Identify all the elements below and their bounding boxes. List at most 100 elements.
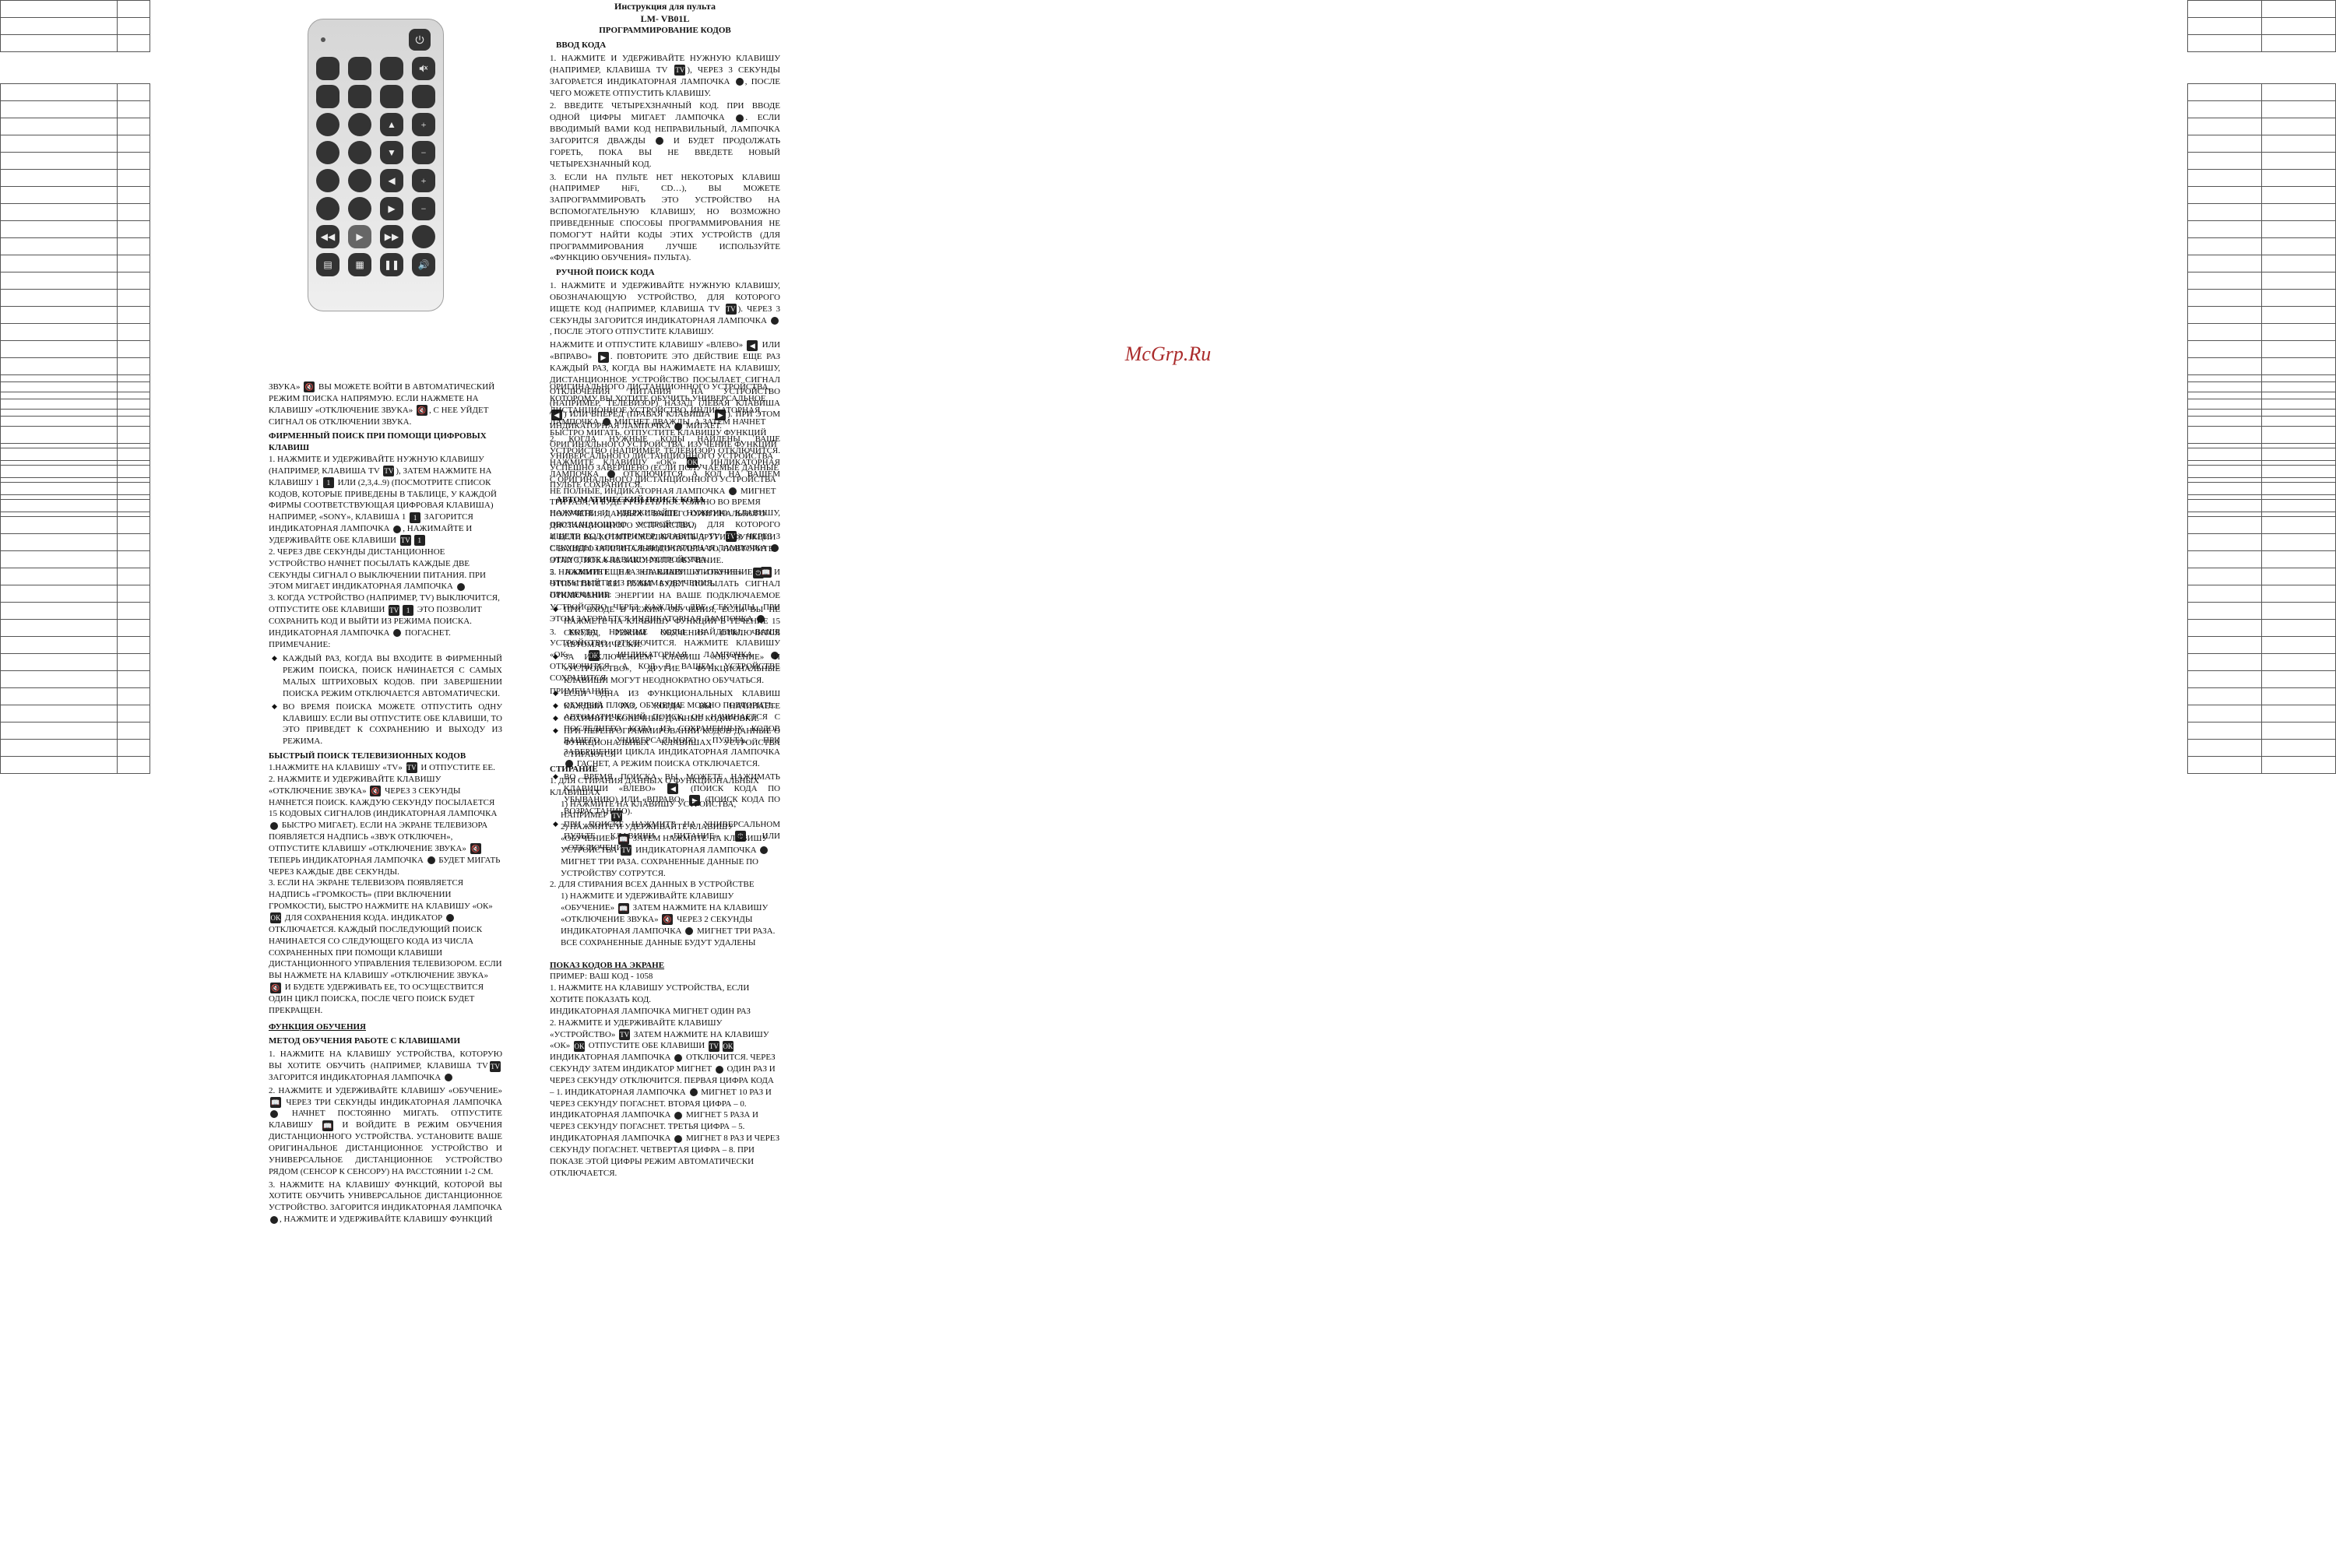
led-dot-icon [656, 137, 663, 145]
learn-title: ФУНКЦИЯ ОБУЧЕНИЯ [269, 1021, 502, 1033]
bullet-list: ПРИ ВХОДЕ В РЕЖИМ ОБУЧЕНИЯ, ЕСЛИ ВЫ НЕ Н… [550, 604, 780, 761]
li: 2. НАЖМИТЕ И УДЕРЖИВАЙТЕ КЛАВИШУ «ОБУЧЕН… [269, 1085, 502, 1178]
learn-sub: МЕТОД ОБУЧЕНИЯ РАБОТЕ С КЛАВИШАМИ [269, 1035, 502, 1047]
learn-icon: 📖 [322, 1120, 333, 1131]
p: 2. НАЖМИТЕ И УДЕРЖИВАЙТЕ КЛАВИШУ «УСТРОЙ… [550, 1018, 780, 1180]
led-dot-icon [457, 583, 465, 591]
plus-icon: + [412, 113, 435, 136]
remote-btn [412, 85, 435, 108]
remote-round-btn [316, 141, 339, 164]
p: 3. КОГДА УСТРОЙСТВО (НАПРИМЕР, TV) ВЫКЛЮ… [269, 592, 502, 638]
p: ИНДИКАТОРНАЯ ЛАМПОЧКА МИГНЕТ ОДИН РАЗ [550, 1006, 780, 1018]
doc-programming: ПРОГРАММИРОВАНИЕ КОДОВ [550, 25, 780, 37]
remote-round-btn [348, 141, 371, 164]
ok-icon: OK [723, 1041, 734, 1052]
remote-round-btn [348, 113, 371, 136]
document-bottom-left: ЗВУКА» 🔇 ВЫ МОЖЕТЕ ВОЙТИ В АВТОМАТИЧЕСКИ… [269, 381, 502, 1227]
bullet: ПРИ ВХОДЕ В РЕЖИМ ОБУЧЕНИЯ, ЕСЛИ ВЫ НЕ Н… [550, 604, 780, 650]
digit-1-icon: 1 [403, 605, 413, 616]
remote-btn [348, 57, 371, 80]
side-table-bl-2 [0, 448, 150, 774]
page: ▲ + ▼ − ◀ + ▶ [0, 0, 2336, 381]
learn-icon: 📖 [618, 834, 629, 845]
plus-icon: + [412, 169, 435, 192]
p: 1.НАЖМИТЕ НА КЛАВИШУ «TV» TV И ОТПУСТИТЕ… [269, 762, 502, 774]
p: ПРИМЕР: ВАШ КОД - 1058 [550, 971, 780, 983]
digit-1-icon: 1 [410, 512, 420, 523]
bullet: СОХРАНИТЕ КОНЕЧНЫЕ ДАННЫЕ КОДИРОВКИ. [550, 713, 780, 725]
led-dot-icon [603, 418, 610, 426]
bullet: КАЖДЫЙ РАЗ, КОГДА ВЫ ВХОДИТЕ В ФИРМЕННЫЙ… [269, 653, 502, 699]
minus-icon: − [412, 141, 435, 164]
top-section: ▲ + ▼ − ◀ + ▶ [0, 0, 2336, 381]
learn-icon: 📖 [270, 1097, 281, 1108]
digit-1-icon: 1 [323, 477, 334, 488]
bullet: ЗА ИСКЛЮЧЕНИЕМ КЛАВИШ «ОБУЧЕНИЕ» И «УСТР… [550, 652, 780, 687]
p: 1. НАЖМИТЕ НА КЛАВИШУ УСТРОЙСТВА, ЕСЛИ Х… [550, 983, 780, 1006]
power-button-icon [409, 29, 431, 51]
p: 1. ДЛЯ СТИРАНИЯ ДАННЫХ О ФУНКЦИОНАЛЬНЫХ … [550, 775, 780, 799]
mute-icon: 🔇 [304, 381, 315, 392]
p: 5. НАЖМИТЕ ЕЩЕ РАЗ НА КЛАВИШУ «ОБУЧЕНИЕ»… [550, 567, 780, 590]
keyboard-icon: ▤ [316, 253, 339, 276]
led-dot-icon [270, 822, 278, 830]
led-dot-icon [736, 114, 744, 122]
side-table-br-2 [2187, 448, 2336, 774]
fast-search-title: БЫСТРЫЙ ПОИСК ТЕЛЕВИЗИОННЫХ КОДОВ [269, 751, 502, 762]
mute-icon: 🔇 [270, 983, 281, 993]
led-dot-icon [685, 927, 693, 935]
led-dot-icon [771, 317, 779, 325]
side-tables-bottom-right [2187, 381, 2336, 805]
show-codes-title: ПОКАЗ КОДОВ НА ЭКРАНЕ [550, 960, 780, 972]
remote-btn [380, 85, 403, 108]
note-label: ПРИМЕЧАНИЕ: [550, 589, 780, 601]
left-icon: ◀ [380, 169, 403, 192]
note-label: ПРИМЕЧАНИЕ: [269, 639, 502, 651]
led-dot-icon [674, 1054, 682, 1062]
mute-icon: 🔇 [417, 405, 427, 416]
led-dot-icon [716, 1066, 723, 1074]
play-icon: ▶ [348, 225, 371, 248]
side-tables-bottom-left [0, 381, 150, 805]
up-icon: ▲ [380, 113, 403, 136]
tv-icon: TV [383, 466, 394, 476]
led-dot-icon [736, 78, 744, 86]
p: 1. НАЖМИТЕ И УДЕРЖИВАЙТЕ НУЖНУЮ КЛАВИШУ,… [550, 280, 780, 338]
minus-icon: − [412, 197, 435, 220]
doc-model: LM- VB01L [550, 12, 780, 25]
led-dot-icon [427, 856, 435, 864]
bullet-list: КАЖДЫЙ РАЗ, КОГДА ВЫ ВХОДИТЕ В ФИРМЕННЫЙ… [269, 653, 502, 747]
rewind-icon: ◀◀ [316, 225, 339, 248]
tv-icon: TV [490, 1061, 501, 1072]
led-dot-icon [393, 629, 401, 637]
p: 2) НАЖМИТЕ И УДЕРЖИВАЙТЕ КЛАВИШУ «ОБУЧЕН… [550, 821, 780, 879]
p: 2. ДЛЯ СТИРАНИЯ ВСЕХ ДАННЫХ В УСТРОЙСТВЕ [550, 879, 780, 891]
led-dot-icon [674, 1135, 682, 1143]
remote-round-btn [316, 113, 339, 136]
learn-icon: 📖 [761, 567, 772, 578]
ok-icon: OK [574, 1041, 585, 1052]
bullet: ПРИ ПЕРЕПРОГРАММИРОВАНИИ КОДОВ ДАННЫЕ О … [550, 726, 780, 761]
digit-1-icon: 1 [414, 535, 425, 546]
remote-btn [316, 57, 339, 80]
p: 1. НАЖМИТЕ И УДЕРЖИВАЙТЕ НУЖНУЮ КЛАВИШУ … [550, 53, 780, 99]
tv-icon: TV [611, 810, 622, 821]
remote-btn [316, 85, 339, 108]
remote-round-btn [316, 197, 339, 220]
remote-round-btn [348, 197, 371, 220]
ffwd-icon: ▶▶ [380, 225, 403, 248]
led-dot-icon [760, 846, 768, 854]
tv-icon: TV [726, 304, 737, 315]
p: 1) НАЖМИТЕ НА КЛАВИШУ УСТРОЙСТВА, НАПРИМ… [550, 799, 780, 822]
li: 3. НАЖМИТЕ НА КЛАВИШУ ФУНКЦИЙ, КОТОРОЙ В… [269, 1180, 502, 1225]
tv-icon: TV [621, 845, 631, 856]
mute-button-icon [412, 57, 435, 80]
section-enter-title: ВВОД КОДА [556, 40, 780, 51]
side-table-bl-1 [0, 381, 150, 417]
remote-btn [380, 57, 403, 80]
ordered-list: 1. НАЖМИТЕ НА КЛАВИШУ УСТРОЙСТВА, КОТОРУ… [269, 1049, 502, 1225]
p: 2. ЧЕРЕЗ ДВЕ СЕКУНДЫ ДИСТАНЦИОННОЕ УСТРО… [269, 547, 502, 592]
pause-icon: ❚❚ [380, 253, 403, 276]
remote-btn [348, 85, 371, 108]
doc-title: Инструкция для пульта [550, 0, 780, 12]
